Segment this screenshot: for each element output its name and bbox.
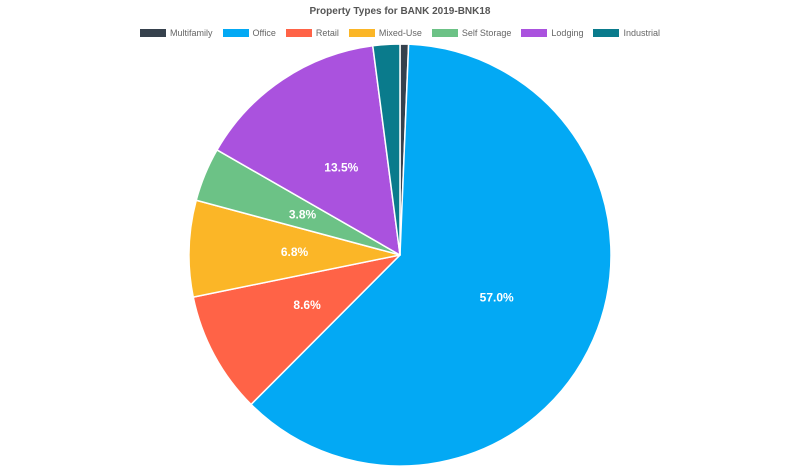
legend-label-self-storage: Self Storage bbox=[461, 28, 512, 38]
legend-item-office[interactable]: Office bbox=[222, 28, 276, 38]
legend-swatch-retail bbox=[285, 29, 312, 37]
legend-item-industrial[interactable]: Industrial bbox=[593, 28, 660, 38]
data-label-mixed-use: 6.8% bbox=[281, 245, 309, 259]
legend-item-lodging[interactable]: Lodging bbox=[521, 28, 583, 38]
data-label-lodging: 13.5% bbox=[324, 160, 358, 174]
legend-label-multifamily: Multifamily bbox=[170, 28, 213, 38]
pie-slice-industrial[interactable] bbox=[372, 43, 401, 256]
legend-item-mixed-use[interactable]: Mixed-Use bbox=[348, 28, 422, 38]
pie-labels: 57.0% 8.6% 6.8% 3.8% 13.5% bbox=[281, 160, 514, 312]
pie-slice-retail[interactable] bbox=[192, 254, 401, 406]
pie-slices bbox=[188, 43, 612, 467]
legend-item-retail[interactable]: Retail bbox=[285, 28, 339, 38]
data-label-retail: 8.6% bbox=[293, 298, 321, 312]
pie-slice-office[interactable] bbox=[250, 43, 612, 467]
legend-item-self-storage[interactable]: Self Storage bbox=[431, 28, 512, 38]
legend-item-multifamily[interactable]: Multifamily bbox=[140, 28, 213, 38]
legend-label-lodging: Lodging bbox=[551, 28, 584, 38]
legend-swatch-industrial bbox=[593, 29, 620, 37]
legend-swatch-mixed-use bbox=[348, 29, 375, 37]
legend-label-mixed-use: Mixed-Use bbox=[378, 28, 422, 38]
legend-label-retail: Retail bbox=[315, 28, 339, 38]
data-label-self-storage: 3.8% bbox=[289, 208, 317, 222]
legend-label-office: Office bbox=[252, 28, 276, 38]
legend-swatch-multifamily bbox=[140, 29, 166, 37]
pie-slice-mixed-use[interactable] bbox=[188, 199, 401, 298]
legend-swatch-self-storage bbox=[431, 29, 458, 37]
pie-slice-lodging[interactable] bbox=[216, 45, 401, 256]
legend-swatch-office bbox=[222, 29, 249, 37]
legend-label-industrial: Industrial bbox=[623, 28, 660, 38]
legend-swatch-lodging bbox=[521, 29, 548, 37]
chart-title: Property Types for BANK 2019-BNK18 bbox=[309, 6, 491, 17]
chart-legend: Multifamily Office Retail Mixed-Use Self… bbox=[0, 28, 800, 38]
data-label-office: 57.0% bbox=[480, 290, 514, 304]
